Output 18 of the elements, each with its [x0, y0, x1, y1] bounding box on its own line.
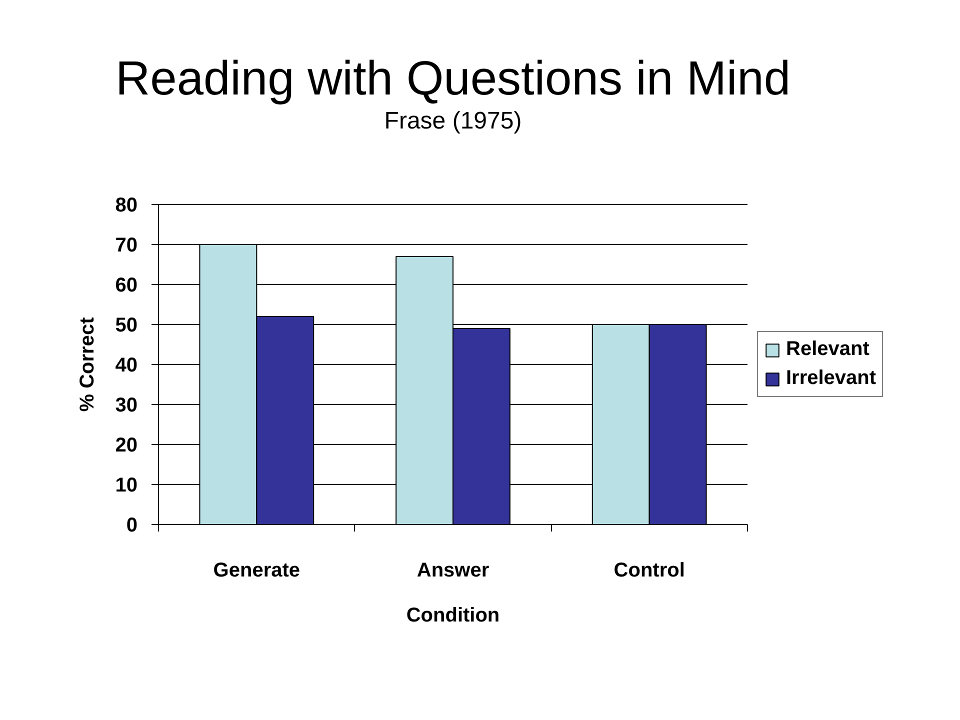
y-tick-label: 30 [115, 394, 138, 416]
x-tick-label: Control [614, 560, 685, 582]
legend-label: Irrelevant [786, 367, 876, 390]
legend-label: Relevant [786, 338, 870, 361]
y-tick-label: 40 [115, 354, 138, 376]
y-tick-label: 20 [115, 434, 138, 456]
x-tick-label: Generate [213, 560, 300, 582]
chart-subtitle: Frase (1975) [384, 108, 522, 134]
y-tick-label: 80 [115, 194, 138, 216]
y-axis-title: % Correct [76, 316, 98, 412]
y-tick-label: 10 [115, 474, 138, 496]
y-tick-label: 0 [126, 514, 138, 536]
x-tick-label: Answer [416, 560, 490, 582]
y-tick-label: 70 [115, 234, 138, 256]
chart-title: Reading with Questions in Mind [115, 52, 791, 106]
y-tick-label: 50 [115, 314, 138, 336]
y-tick-label: 60 [115, 274, 138, 296]
x-axis-title: Condition [406, 604, 500, 626]
